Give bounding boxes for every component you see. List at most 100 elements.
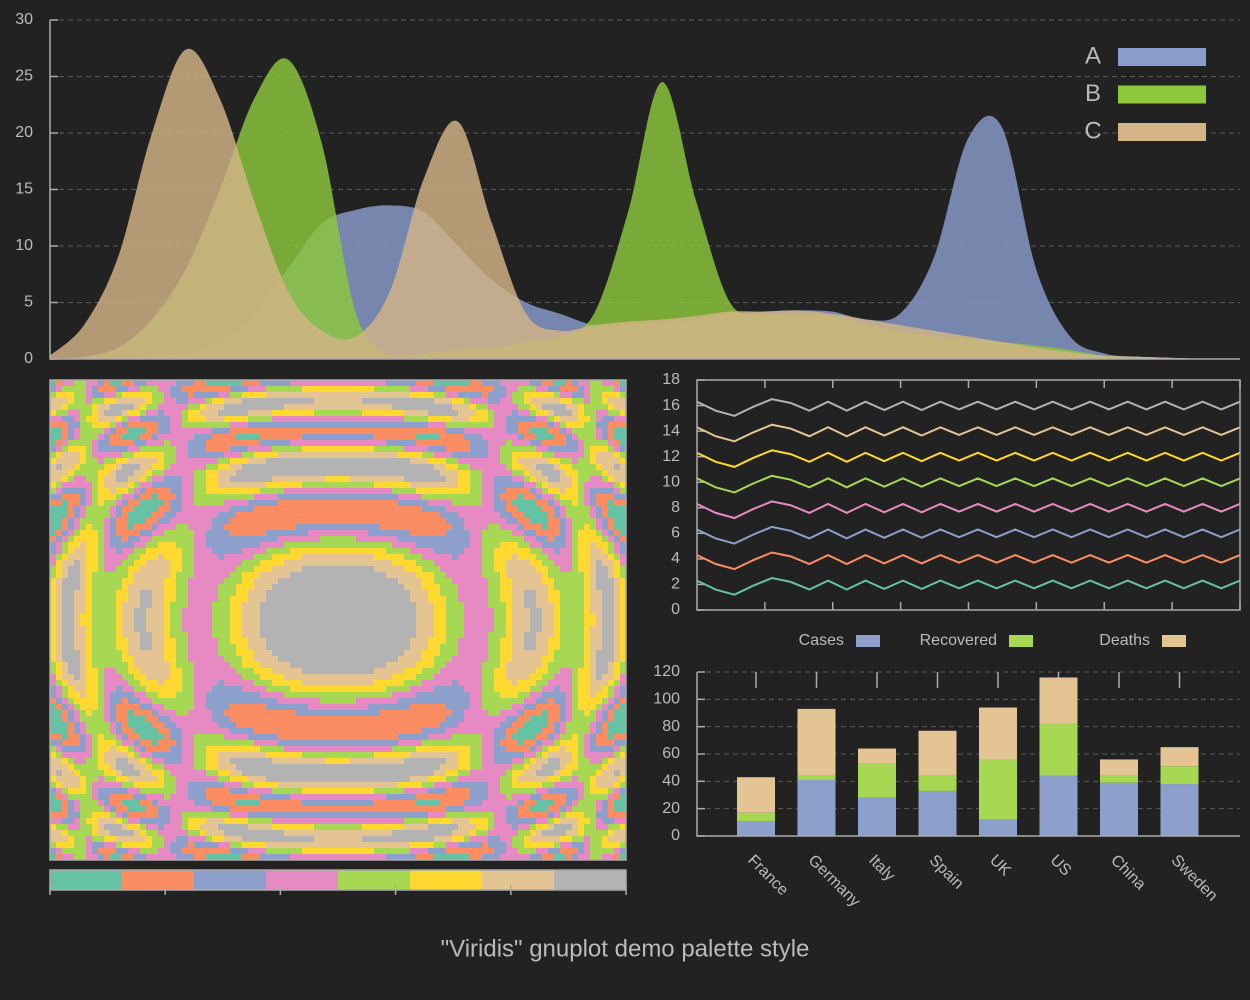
heat-cell — [380, 596, 387, 603]
heat-cell — [602, 416, 609, 423]
heat-cell — [350, 614, 357, 621]
heat-cell — [188, 608, 195, 615]
heat-cell — [104, 632, 111, 639]
heat-cell — [416, 548, 423, 555]
heat-cell — [470, 632, 477, 639]
heat-cell — [128, 596, 135, 603]
heat-cell — [608, 680, 615, 687]
heat-cell — [296, 518, 303, 525]
heat-cell — [176, 674, 183, 681]
heat-cell — [260, 536, 267, 543]
heat-cell — [596, 398, 603, 405]
heat-cell — [146, 524, 153, 531]
heat-cell — [386, 512, 393, 519]
heat-cell — [350, 530, 357, 537]
heat-cell — [392, 542, 399, 549]
heat-cell — [272, 662, 279, 669]
heat-cell — [602, 404, 609, 411]
heat-cell — [380, 536, 387, 543]
heat-cell — [476, 446, 483, 453]
heat-cell — [560, 620, 567, 627]
heat-cell — [548, 464, 555, 471]
heat-cell — [404, 662, 411, 669]
heat-cell — [224, 638, 231, 645]
heat-cell — [284, 674, 291, 681]
heat-cell — [518, 488, 525, 495]
heat-cell — [554, 662, 561, 669]
heat-cell — [266, 536, 273, 543]
heat-cell — [452, 572, 459, 579]
heat-cell — [410, 536, 417, 543]
heat-cell — [170, 560, 177, 567]
heat-cell — [236, 428, 243, 435]
heat-cell — [206, 566, 213, 573]
heat-cell — [380, 500, 387, 507]
heat-cell — [494, 512, 501, 519]
heat-cell — [578, 632, 585, 639]
heat-cell — [488, 668, 495, 675]
heat-cell — [230, 590, 237, 597]
heat-cell — [62, 392, 69, 399]
heat-cell — [116, 482, 123, 489]
heat-cell — [296, 542, 303, 549]
heat-cell — [368, 674, 375, 681]
heat-cell — [320, 542, 327, 549]
heat-cell — [200, 560, 207, 567]
heat-cell — [344, 584, 351, 591]
heat-cell — [224, 476, 231, 483]
heat-cell — [74, 566, 81, 573]
heat-cell — [446, 584, 453, 591]
heat-cell — [158, 488, 165, 495]
heat-cell — [512, 440, 519, 447]
heat-cell — [56, 464, 63, 471]
heat-cell — [188, 536, 195, 543]
heat-cell — [542, 458, 549, 465]
heat-cell — [380, 608, 387, 615]
heat-cell — [422, 674, 429, 681]
heat-cell — [566, 542, 573, 549]
heat-cell — [140, 650, 147, 657]
heat-cell — [482, 482, 489, 489]
heat-cell — [440, 614, 447, 621]
heat-cell — [548, 536, 555, 543]
heat-cell — [68, 494, 75, 501]
heat-cell — [266, 566, 273, 573]
heat-cell — [464, 506, 471, 513]
heat-cell — [194, 428, 201, 435]
heat-cell — [422, 542, 429, 549]
heat-cell — [494, 398, 501, 405]
heat-cell — [434, 512, 441, 519]
heat-cell — [104, 578, 111, 585]
heat-cell — [194, 434, 201, 441]
heat-cell — [260, 410, 267, 417]
heat-cell — [590, 488, 597, 495]
heat-cell — [362, 614, 369, 621]
heat-cell — [320, 464, 327, 471]
heat-cell — [422, 440, 429, 447]
heat-cell — [512, 422, 519, 429]
heat-cell — [338, 614, 345, 621]
heat-cell — [512, 554, 519, 561]
heat-cell — [386, 578, 393, 585]
heat-cell — [194, 548, 201, 555]
heat-cell — [272, 548, 279, 555]
heat-cell — [590, 506, 597, 513]
heat-cell — [356, 458, 363, 465]
heat-cell — [512, 596, 519, 603]
heat-cell — [560, 662, 567, 669]
heat-cell — [320, 674, 327, 681]
heat-cell — [608, 668, 615, 675]
heat-cell — [122, 392, 129, 399]
heat-cell — [116, 386, 123, 393]
heat-cell — [530, 482, 537, 489]
heat-cell — [212, 446, 219, 453]
heat-cell — [278, 476, 285, 483]
heat-cell — [254, 644, 261, 651]
heat-cell — [578, 554, 585, 561]
heat-cell — [362, 560, 369, 567]
heat-cell — [476, 542, 483, 549]
heat-cell — [488, 662, 495, 669]
heat-cell — [212, 404, 219, 411]
heat-cell — [194, 656, 201, 663]
heat-cell — [338, 662, 345, 669]
